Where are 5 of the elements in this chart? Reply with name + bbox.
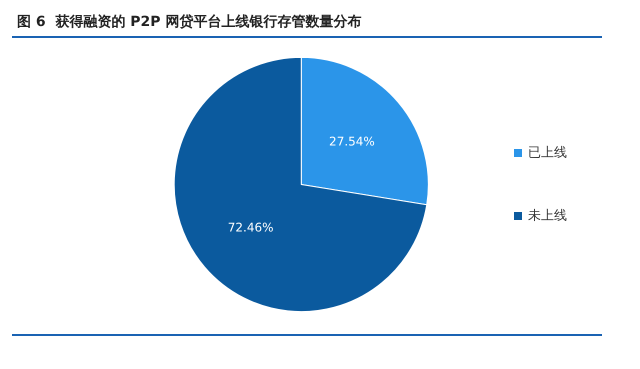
- data-label: 72.46%: [228, 220, 274, 235]
- data-label: 27.54%: [329, 134, 375, 148]
- legend-label: 未上线: [528, 208, 567, 224]
- legend-label: 已上线: [528, 146, 567, 160]
- chart-title: 图 6 获得融资的 P2P 网贷平台上线银行存管数量分布: [17, 13, 362, 30]
